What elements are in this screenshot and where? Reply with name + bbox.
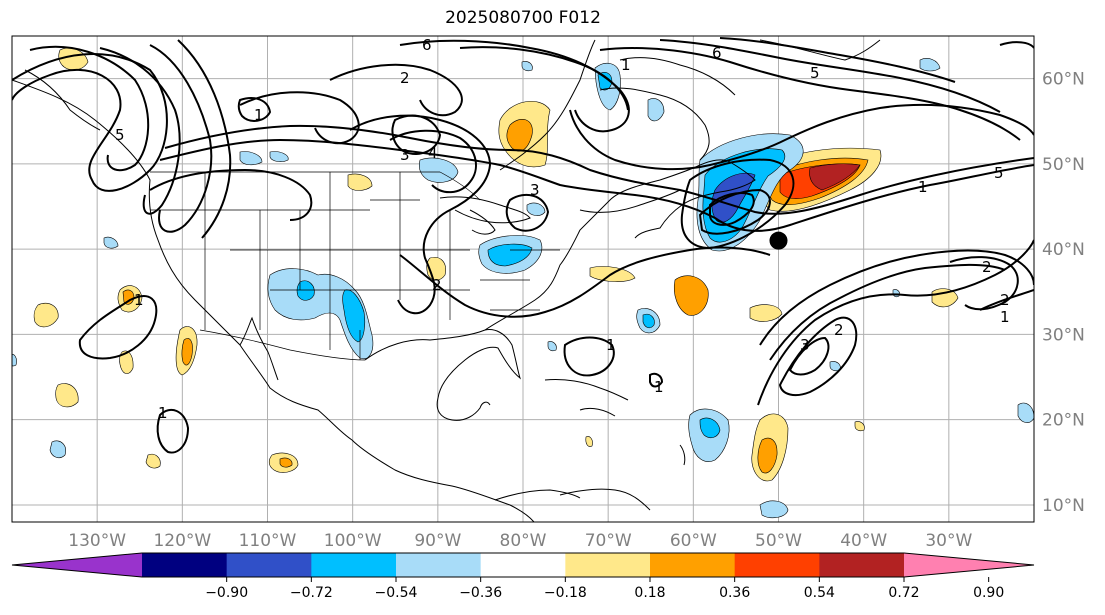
contour-label: 1 — [918, 178, 928, 196]
contour-label: 6 — [422, 36, 432, 54]
anomaly-fill-negative — [12, 58, 1034, 519]
contour-label: 3 — [800, 336, 810, 354]
longitude-labels: 130°W 120°W 110°W 100°W 90°W 80°W 70°W 60°W 50°W… — [68, 531, 972, 551]
colorbar-label: 0.54 — [804, 585, 835, 601]
longitude-label: 30°W — [925, 531, 972, 551]
colorbar: −0.90 −0.72 −0.54 −0.36 −0.18 0.18 0.36 0.54 0.7… — [11, 552, 1035, 601]
colorbar-segment — [819, 553, 905, 577]
longitude-label: 70°W — [585, 531, 632, 551]
political-borders — [150, 171, 560, 361]
colorbar-outline — [11, 552, 1035, 578]
contour-label: 2 — [834, 321, 844, 339]
colorbar-label: −0.90 — [205, 585, 248, 601]
contour-lines — [12, 37, 1034, 454]
latitude-labels: 60°N 50°N 40°N 30°N 20°N 10°N — [1042, 70, 1085, 516]
contour-label: 3 — [400, 146, 410, 164]
contour-label: 4 — [428, 144, 438, 162]
colorbar-segment — [311, 553, 397, 577]
longitude-label: 40°W — [840, 531, 887, 551]
colorbar-label: 0.18 — [634, 585, 665, 601]
colorbar-label: −0.36 — [459, 585, 502, 601]
longitude-label: 90°W — [414, 531, 461, 551]
contour-label: 1 — [134, 291, 144, 309]
contour-labels: 1 2 3 4 5 6 1 2 3 5 1 2 3 1 1 1 1 6 2 2 … — [115, 36, 1010, 422]
contour-label: 6 — [712, 44, 722, 62]
longitude-label: 50°W — [755, 531, 802, 551]
longitude-label: 110°W — [239, 531, 297, 551]
colorbar-extend-max — [904, 553, 1034, 577]
latitude-label: 60°N — [1042, 70, 1085, 90]
storm-center-marker — [769, 231, 788, 250]
map-title: 2025080700 F012 — [445, 8, 601, 28]
longitude-label: 60°W — [670, 531, 717, 551]
latitude-label: 10°N — [1042, 496, 1085, 516]
longitude-label: 100°W — [324, 531, 382, 551]
longitude-label: 80°W — [500, 531, 547, 551]
contour-label: 1 — [654, 378, 664, 396]
colorbar-label: 0.72 — [888, 585, 919, 601]
contour-label: 1 — [158, 404, 168, 422]
contour-label: 1 — [1000, 308, 1010, 326]
contour-label: 5 — [115, 126, 125, 144]
colorbar-segment — [480, 553, 566, 577]
contour-label: 3 — [530, 181, 540, 199]
colorbar-segment — [226, 553, 312, 577]
contour-label: 2 — [982, 258, 992, 276]
contour-label: 1 — [606, 336, 616, 354]
contour-label: 2 — [1000, 291, 1010, 309]
latitude-label: 30°N — [1042, 325, 1085, 345]
contour-label: 2 — [400, 69, 410, 87]
latitude-label: 50°N — [1042, 155, 1085, 175]
colorbar-label: −0.72 — [290, 585, 333, 601]
contour-label: 1 — [621, 56, 631, 74]
contour-label: 5 — [994, 164, 1004, 182]
colorbar-segment — [565, 553, 651, 577]
colorbar-extend-min — [12, 553, 142, 577]
colorbar-segment — [142, 553, 228, 577]
colorbar-label: −0.54 — [375, 585, 418, 601]
latitude-label: 20°N — [1042, 411, 1085, 431]
colorbar-label: 0.36 — [719, 585, 750, 601]
longitude-label: 130°W — [68, 531, 126, 551]
colorbar-segment — [396, 553, 482, 577]
longitude-label: 120°W — [153, 531, 211, 551]
latitude-label: 40°N — [1042, 240, 1085, 260]
colorbar-segment — [650, 553, 736, 577]
contour-label: 1 — [254, 106, 264, 124]
colorbar-label: 0.90 — [973, 585, 1004, 601]
colorbar-segment — [734, 553, 820, 577]
contour-label: 5 — [810, 64, 820, 82]
colorbar-label: −0.18 — [544, 585, 587, 601]
contour-label: 2 — [432, 276, 442, 294]
map-content: 1 2 3 4 5 6 1 2 3 5 1 2 3 1 1 1 1 6 2 2 … — [12, 36, 1034, 522]
map-border — [11, 35, 1035, 523]
